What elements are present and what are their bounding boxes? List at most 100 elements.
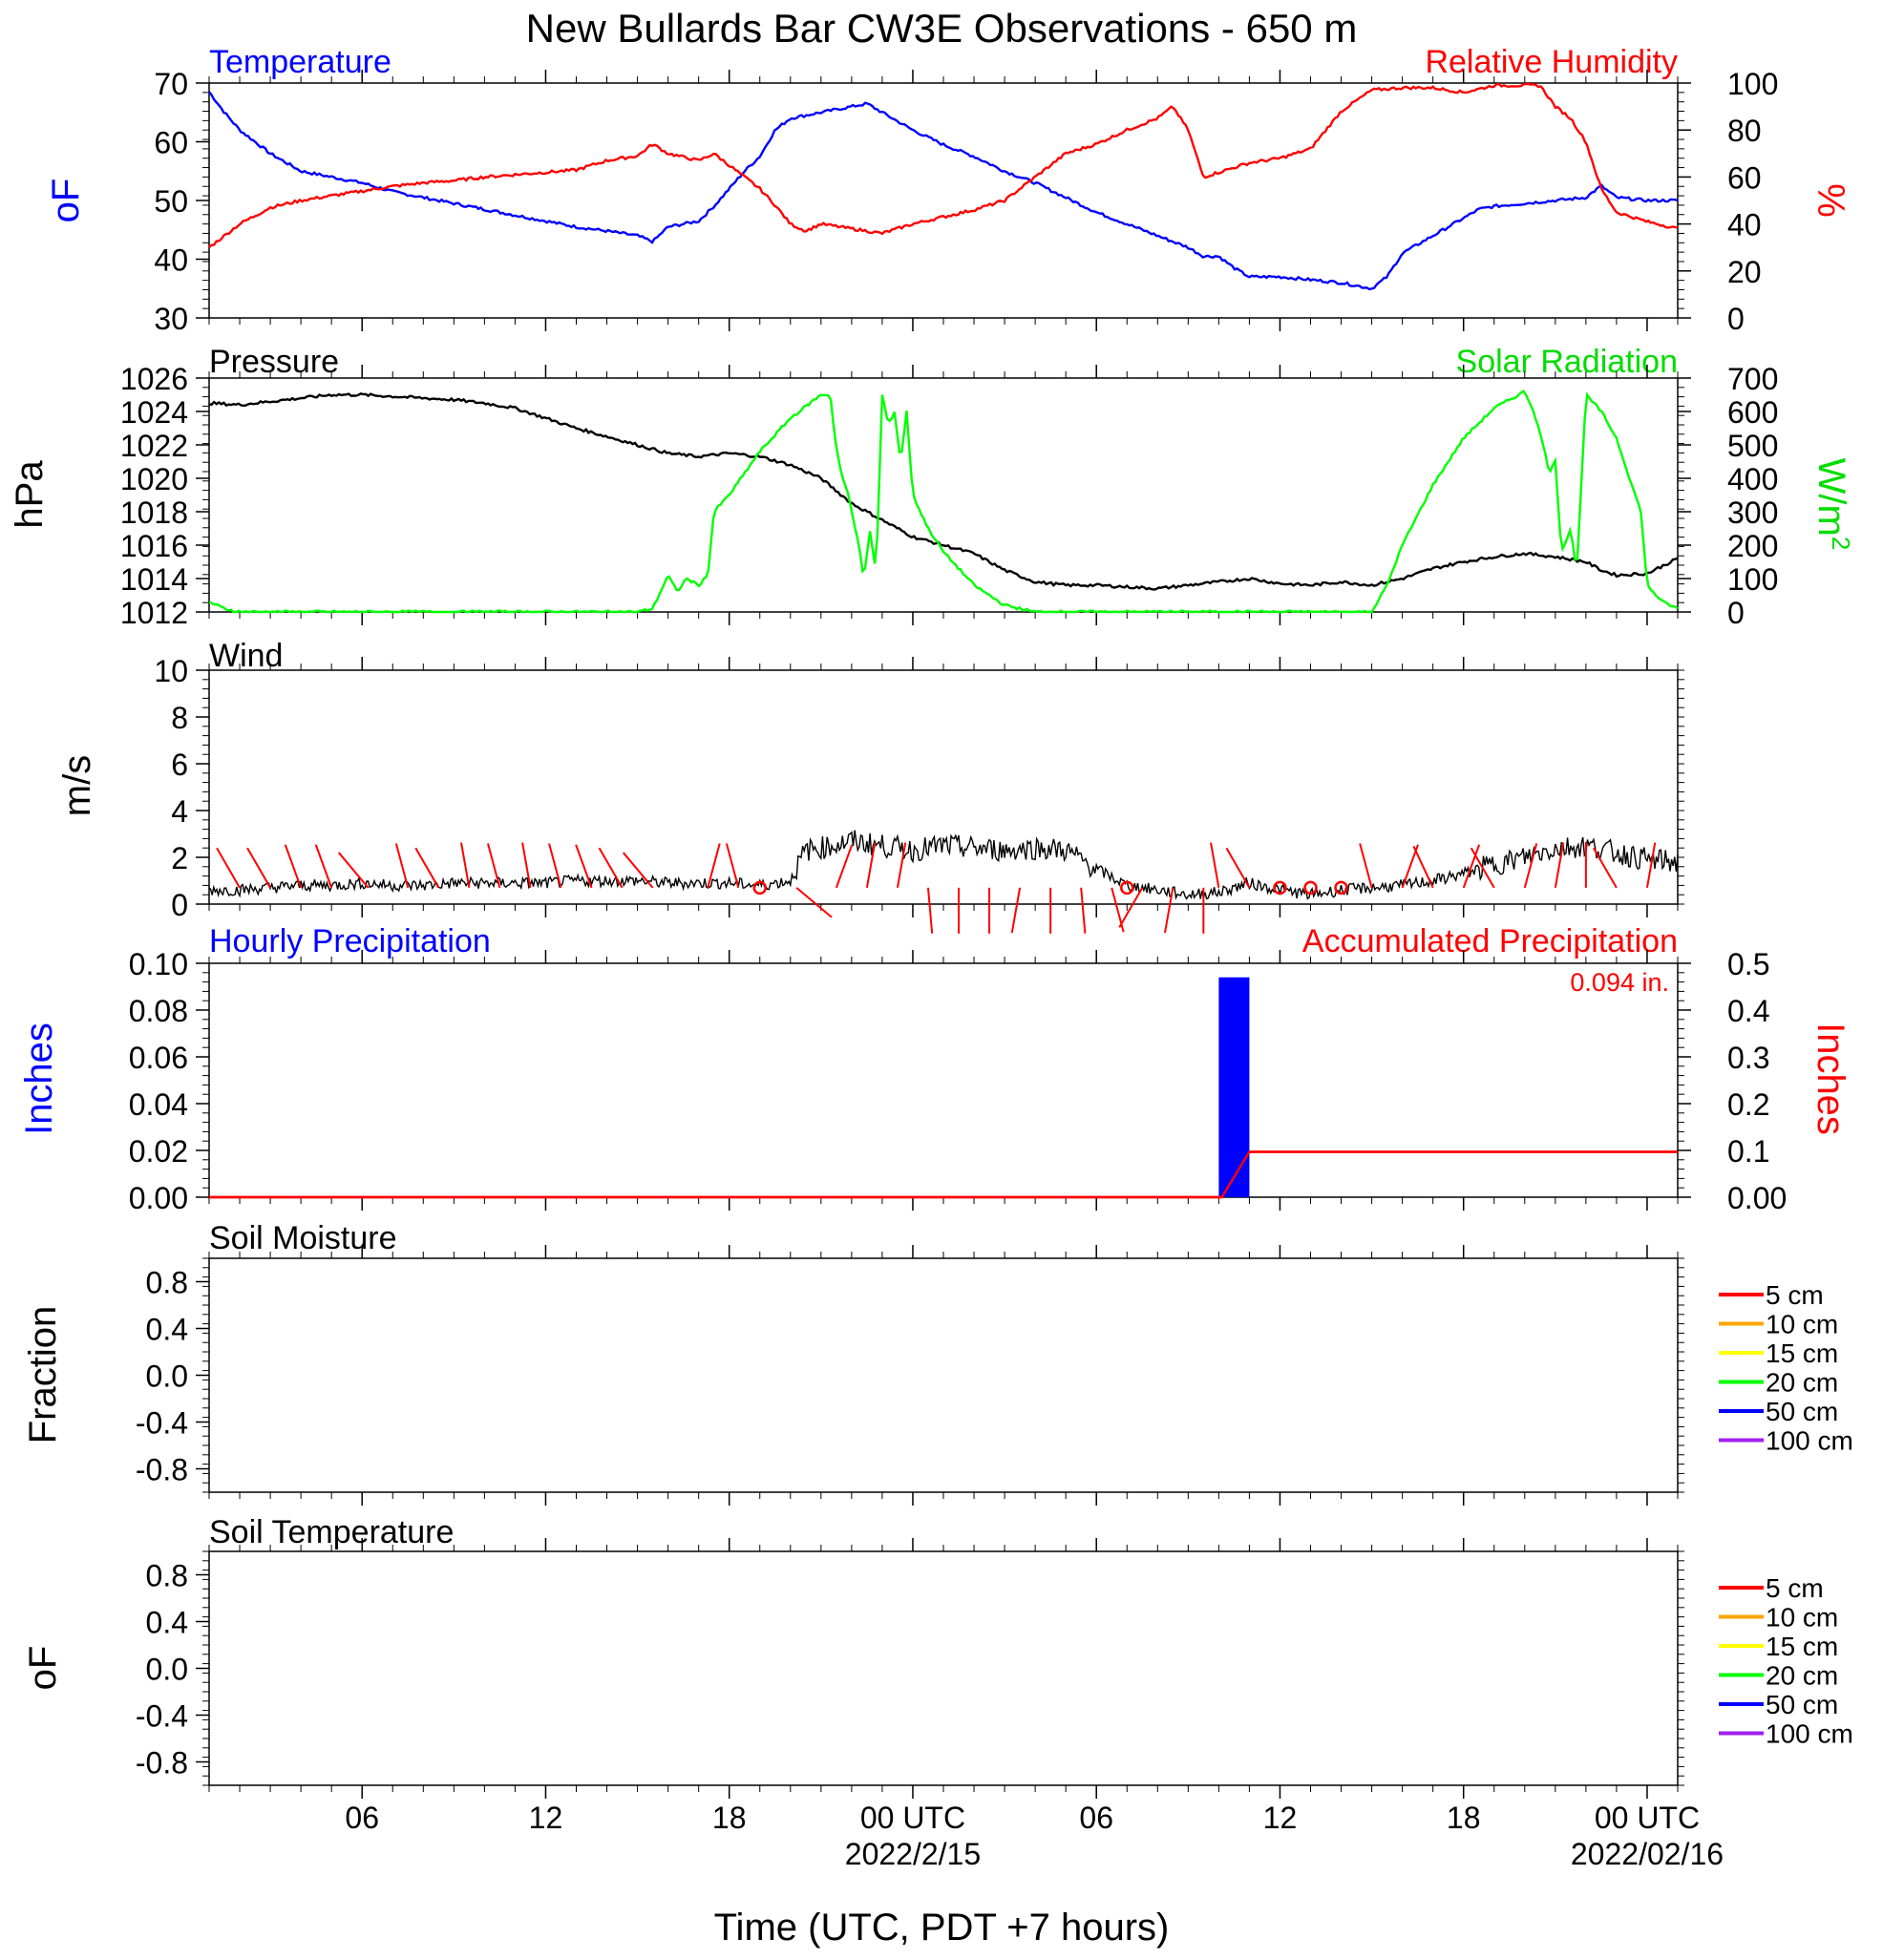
x-tick-label: 12 bbox=[1263, 1801, 1298, 1835]
legend-label: 100 cm bbox=[1766, 1426, 1853, 1456]
wind-barb bbox=[707, 843, 721, 889]
y-tick-label-left: 0.8 bbox=[146, 1266, 188, 1300]
y-tick-label-left: 0 bbox=[171, 888, 188, 922]
x-tick-date-label: 2022/2/15 bbox=[845, 1837, 981, 1871]
series-line-wind bbox=[208, 830, 1679, 900]
wind-calm-circle bbox=[1273, 880, 1287, 896]
y-tick-label-left: 70 bbox=[154, 67, 188, 101]
y-tick-label-left: 60 bbox=[154, 126, 188, 160]
y-tick-label-right: 200 bbox=[1727, 529, 1778, 563]
wind-calm-circle bbox=[1120, 880, 1134, 896]
x-tick-date-label: 2022/02/16 bbox=[1571, 1837, 1724, 1871]
y-tick-label-left: 1016 bbox=[120, 529, 188, 563]
y-tick-label-left: 6 bbox=[171, 748, 188, 782]
legend-label: 50 cm bbox=[1766, 1690, 1838, 1719]
y-tick-label-left: 0.10 bbox=[129, 947, 188, 981]
legend-label: 20 cm bbox=[1766, 1368, 1838, 1398]
panel-title-accum-precip: Accumulated Precipitation bbox=[1302, 923, 1678, 959]
y-tick-label-left: 0.00 bbox=[129, 1181, 188, 1215]
y-tick-label-right: 300 bbox=[1727, 495, 1778, 530]
legend-label: 15 cm bbox=[1766, 1632, 1838, 1661]
y-tick-label-right: 600 bbox=[1727, 395, 1778, 430]
y-tick-label-right: 400 bbox=[1727, 462, 1778, 496]
panel-title-pressure: Pressure bbox=[209, 344, 339, 380]
wind-barb bbox=[1462, 844, 1481, 889]
y-tick-label-left: 1022 bbox=[120, 429, 188, 463]
wind-barb bbox=[622, 852, 654, 889]
y-tick-label-left: 8 bbox=[171, 701, 188, 735]
ylabel-wind: m/s bbox=[56, 755, 98, 816]
wind-barb bbox=[575, 844, 593, 889]
y-tick-label-left: 1018 bbox=[120, 495, 188, 530]
y-tick-label-right: 0.2 bbox=[1727, 1087, 1769, 1122]
y-tick-label-left: 0.4 bbox=[146, 1313, 188, 1347]
x-tick-label: 00 UTC bbox=[860, 1801, 965, 1835]
legend-label: 5 cm bbox=[1766, 1280, 1824, 1310]
x-tick-label: 12 bbox=[529, 1801, 563, 1835]
panel-title-wind: Wind bbox=[209, 638, 283, 674]
series-line-solar-radiation bbox=[208, 390, 1679, 614]
x-tick-label: 06 bbox=[1079, 1801, 1113, 1835]
wind-barb bbox=[460, 842, 471, 889]
panel-title-soil-temperature: Soil Temperature bbox=[209, 1514, 454, 1550]
y-tick-label-right: 80 bbox=[1727, 114, 1762, 148]
y-tick-label-right: 0.3 bbox=[1727, 1041, 1769, 1075]
wind-barb bbox=[521, 842, 532, 889]
y-tick-label-left: 0.0 bbox=[146, 1359, 188, 1394]
wind-barb bbox=[337, 852, 370, 889]
wind-barb bbox=[926, 887, 934, 934]
x-tick-label: 18 bbox=[712, 1801, 747, 1835]
wind-calm-circle bbox=[1334, 880, 1348, 896]
panel-soil-temperature: Soil Temperature oF -0.8 -0.4 0.0 0.4 0.8 5 … bbox=[22, 1514, 1853, 1799]
wind-barb bbox=[1645, 842, 1657, 889]
y-tick-label-left: 50 bbox=[154, 184, 188, 219]
wind-barb bbox=[1470, 847, 1495, 889]
precip-total-annotation: 0.094 in. bbox=[1570, 968, 1669, 997]
wind-barb bbox=[1210, 842, 1220, 889]
series-line-relative-humidity bbox=[208, 82, 1679, 248]
legend-label: 50 cm bbox=[1766, 1397, 1838, 1426]
legend-label: 10 cm bbox=[1766, 1310, 1838, 1339]
panel-soil-moisture: Soil Moisture Fraction -0.8 -0.4 0.0 0.4 0.8… bbox=[22, 1220, 1853, 1506]
ylabel-temperature: oF bbox=[45, 179, 87, 223]
panel-pressure-solar: Pressure Solar Radiation hPa W/m2 101210… bbox=[9, 344, 1855, 630]
wind-barb bbox=[1080, 887, 1087, 934]
wind-barb bbox=[1010, 887, 1022, 934]
legend-label: 15 cm bbox=[1766, 1338, 1838, 1368]
y-tick-label-left: 0.0 bbox=[146, 1653, 188, 1687]
y-tick-label-right: 100 bbox=[1727, 67, 1778, 101]
y-tick-label-left: -0.8 bbox=[136, 1746, 188, 1781]
series-line-temperature bbox=[208, 91, 1679, 291]
y-tick-label-right: 0.00 bbox=[1727, 1181, 1787, 1215]
y-tick-label-right: 40 bbox=[1727, 208, 1762, 242]
legend-label: 20 cm bbox=[1766, 1661, 1838, 1691]
y-tick-label-left: 0.4 bbox=[146, 1606, 188, 1640]
wind-barb bbox=[725, 843, 740, 889]
wind-barb bbox=[1359, 843, 1373, 889]
legend-label: 10 cm bbox=[1766, 1603, 1838, 1633]
y-tick-label-left: 30 bbox=[154, 302, 188, 336]
x-tick-label: 06 bbox=[345, 1801, 379, 1835]
panel-title-solar-radiation: Solar Radiation bbox=[1456, 344, 1678, 380]
y-tick-label-left: 1014 bbox=[120, 562, 188, 597]
wind-barb bbox=[865, 842, 877, 889]
y-tick-label-left: 0.06 bbox=[129, 1041, 188, 1075]
ylabel-hourly-precip: Inches bbox=[18, 1022, 60, 1135]
panel-title-temperature: Temperature bbox=[209, 44, 391, 80]
y-tick-label-right: 0.5 bbox=[1727, 947, 1769, 981]
panel-wind: Wind m/s 0 2 4 6 8 10 bbox=[56, 638, 1684, 934]
y-tick-label-left: 40 bbox=[154, 243, 188, 278]
hourly-precip-bar bbox=[1218, 977, 1250, 1197]
wind-barb bbox=[394, 843, 410, 889]
ylabel-humidity: % bbox=[1809, 183, 1851, 218]
y-tick-label-right: 20 bbox=[1727, 255, 1762, 289]
panel-temperature-humidity: Temperature Relative Humidity oF % 30 40 5… bbox=[45, 44, 1851, 336]
y-tick-label-left: 1024 bbox=[120, 395, 188, 430]
wind-calm-circle bbox=[1303, 880, 1318, 896]
y-tick-label-right: 0.4 bbox=[1727, 994, 1769, 1028]
ylabel-soil-moisture: Fraction bbox=[22, 1306, 64, 1444]
wind-barb bbox=[598, 847, 624, 889]
panel-precipitation: Hourly Precipitation Accumulated Precipi… bbox=[18, 923, 1851, 1215]
wind-barb bbox=[1554, 842, 1565, 889]
